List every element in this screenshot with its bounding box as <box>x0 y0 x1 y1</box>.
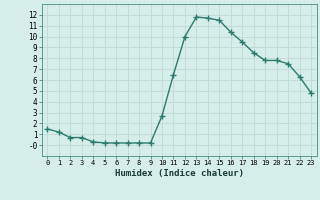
X-axis label: Humidex (Indice chaleur): Humidex (Indice chaleur) <box>115 169 244 178</box>
